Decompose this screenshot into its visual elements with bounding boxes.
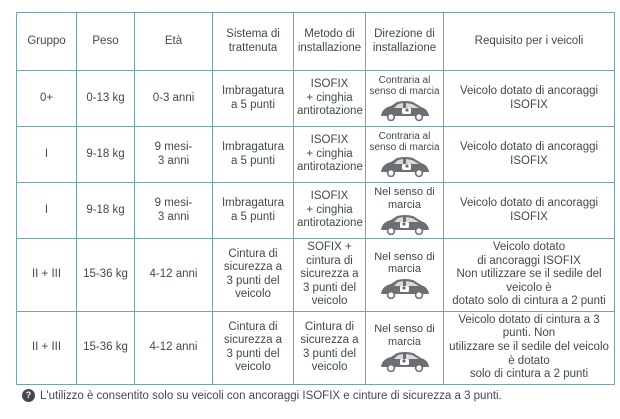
cell-peso: 9-18 kg	[76, 182, 135, 239]
cell-sistema: Imbragatura a 5 punti	[212, 70, 294, 127]
forward-facing-car-seat-icon	[380, 214, 429, 235]
footnote: ? L'utilizzo è consentito solo su veicol…	[22, 389, 502, 402]
cell-direzione: Contraria al senso di marcia	[365, 126, 444, 183]
cell-direzione: Nel senso di marcia	[365, 182, 444, 239]
cell-peso: 15-36 kg	[76, 238, 135, 312]
rear-facing-car-seat-icon	[380, 157, 429, 177]
question-icon: ?	[22, 389, 35, 402]
cell-metodo: ISOFIX + cinghia antirotazione	[293, 182, 366, 239]
cell-eta: 4-12 anni	[134, 310, 213, 385]
cell-sistema: Cintura di sicurezza a 3 punti del veico…	[212, 310, 294, 385]
direction-label: Nel senso di marcia	[374, 323, 435, 348]
table-row: I 9-18 kg 9 mesi- 3 anni Imbragatura a 5…	[16, 126, 615, 183]
cell-sistema: Imbragatura a 5 punti	[212, 182, 294, 239]
cell-sistema: Imbragatura a 5 punti	[212, 126, 294, 183]
cell-metodo: SOFIX + cintura di sicurezza a 3 punti d…	[293, 238, 366, 312]
cell-requisito: Veicolo dotato di ancoraggi ISOFIX	[443, 70, 615, 127]
cell-direzione: Nel senso di marcia	[365, 310, 444, 385]
forward-facing-car-seat-icon	[380, 352, 429, 373]
cell-metodo: ISOFIX + cinghia antirotazione	[293, 70, 366, 127]
rear-facing-car-seat-icon	[380, 101, 429, 121]
header-requisito: Requisito per i veicoli	[443, 12, 615, 71]
cell-requisito: Veicolo dotato di ancoraggi ISOFIX	[443, 182, 615, 239]
direction-label: Nel senso di marcia	[374, 250, 435, 275]
direction-label: Nel senso di marcia	[374, 186, 435, 211]
direction-label: Contraria al senso di marcia	[369, 131, 440, 153]
header-direzione: Direzione di installazione	[365, 12, 444, 71]
header-gruppo: Gruppo	[16, 12, 77, 71]
compatibility-table: Gruppo Peso Età Sistema di trattenuta Me…	[16, 12, 615, 385]
cell-eta: 4-12 anni	[134, 238, 213, 312]
header-eta: Età	[134, 12, 213, 71]
cell-eta: 0-3 anni	[134, 70, 213, 127]
footnote-text: L'utilizzo è consentito solo su veicoli …	[40, 389, 502, 402]
cell-gruppo: 0+	[16, 70, 77, 127]
cell-eta: 9 mesi- 3 anni	[134, 182, 213, 239]
cell-requisito: Veicolo dotato di ancoraggi ISOFIX Non u…	[443, 238, 615, 312]
header-sistema: Sistema di trattenuta	[212, 12, 294, 71]
forward-facing-car-seat-icon	[380, 279, 429, 300]
cell-gruppo: II + III	[16, 310, 77, 385]
cell-metodo: ISOFIX + cinghia antirotazione	[293, 126, 366, 183]
table-row: II + III 15-36 kg 4-12 anni Cintura di s…	[16, 238, 615, 312]
cell-peso: 0-13 kg	[76, 70, 135, 127]
cell-peso: 15-36 kg	[76, 310, 135, 385]
cell-sistema: Cintura di sicurezza a 3 punti del veico…	[212, 238, 294, 312]
cell-metodo: Cintura di sicurezza a 3 punti del veico…	[293, 310, 366, 385]
cell-peso: 9-18 kg	[76, 126, 135, 183]
table-header-row: Gruppo Peso Età Sistema di trattenuta Me…	[16, 12, 615, 71]
table-row: I 9-18 kg 9 mesi- 3 anni Imbragatura a 5…	[16, 182, 615, 239]
header-metodo: Metodo di installazione	[293, 12, 366, 71]
direction-label: Contraria al senso di marcia	[369, 75, 440, 97]
cell-gruppo: I	[16, 182, 77, 239]
cell-direzione: Nel senso di marcia	[365, 238, 444, 312]
cell-gruppo: I	[16, 126, 77, 183]
cell-requisito: Veicolo dotato di ancoraggi ISOFIX	[443, 126, 615, 183]
table-row: 0+ 0-13 kg 0-3 anni Imbragatura a 5 punt…	[16, 70, 615, 127]
header-peso: Peso	[76, 12, 135, 71]
cell-eta: 9 mesi- 3 anni	[134, 126, 213, 183]
cell-direzione: Contraria al senso di marcia	[365, 70, 444, 127]
cell-requisito: Veicolo dotato di cintura a 3 punti. Non…	[443, 310, 615, 385]
table-row: II + III 15-36 kg 4-12 anni Cintura di s…	[16, 310, 615, 385]
cell-gruppo: II + III	[16, 238, 77, 312]
